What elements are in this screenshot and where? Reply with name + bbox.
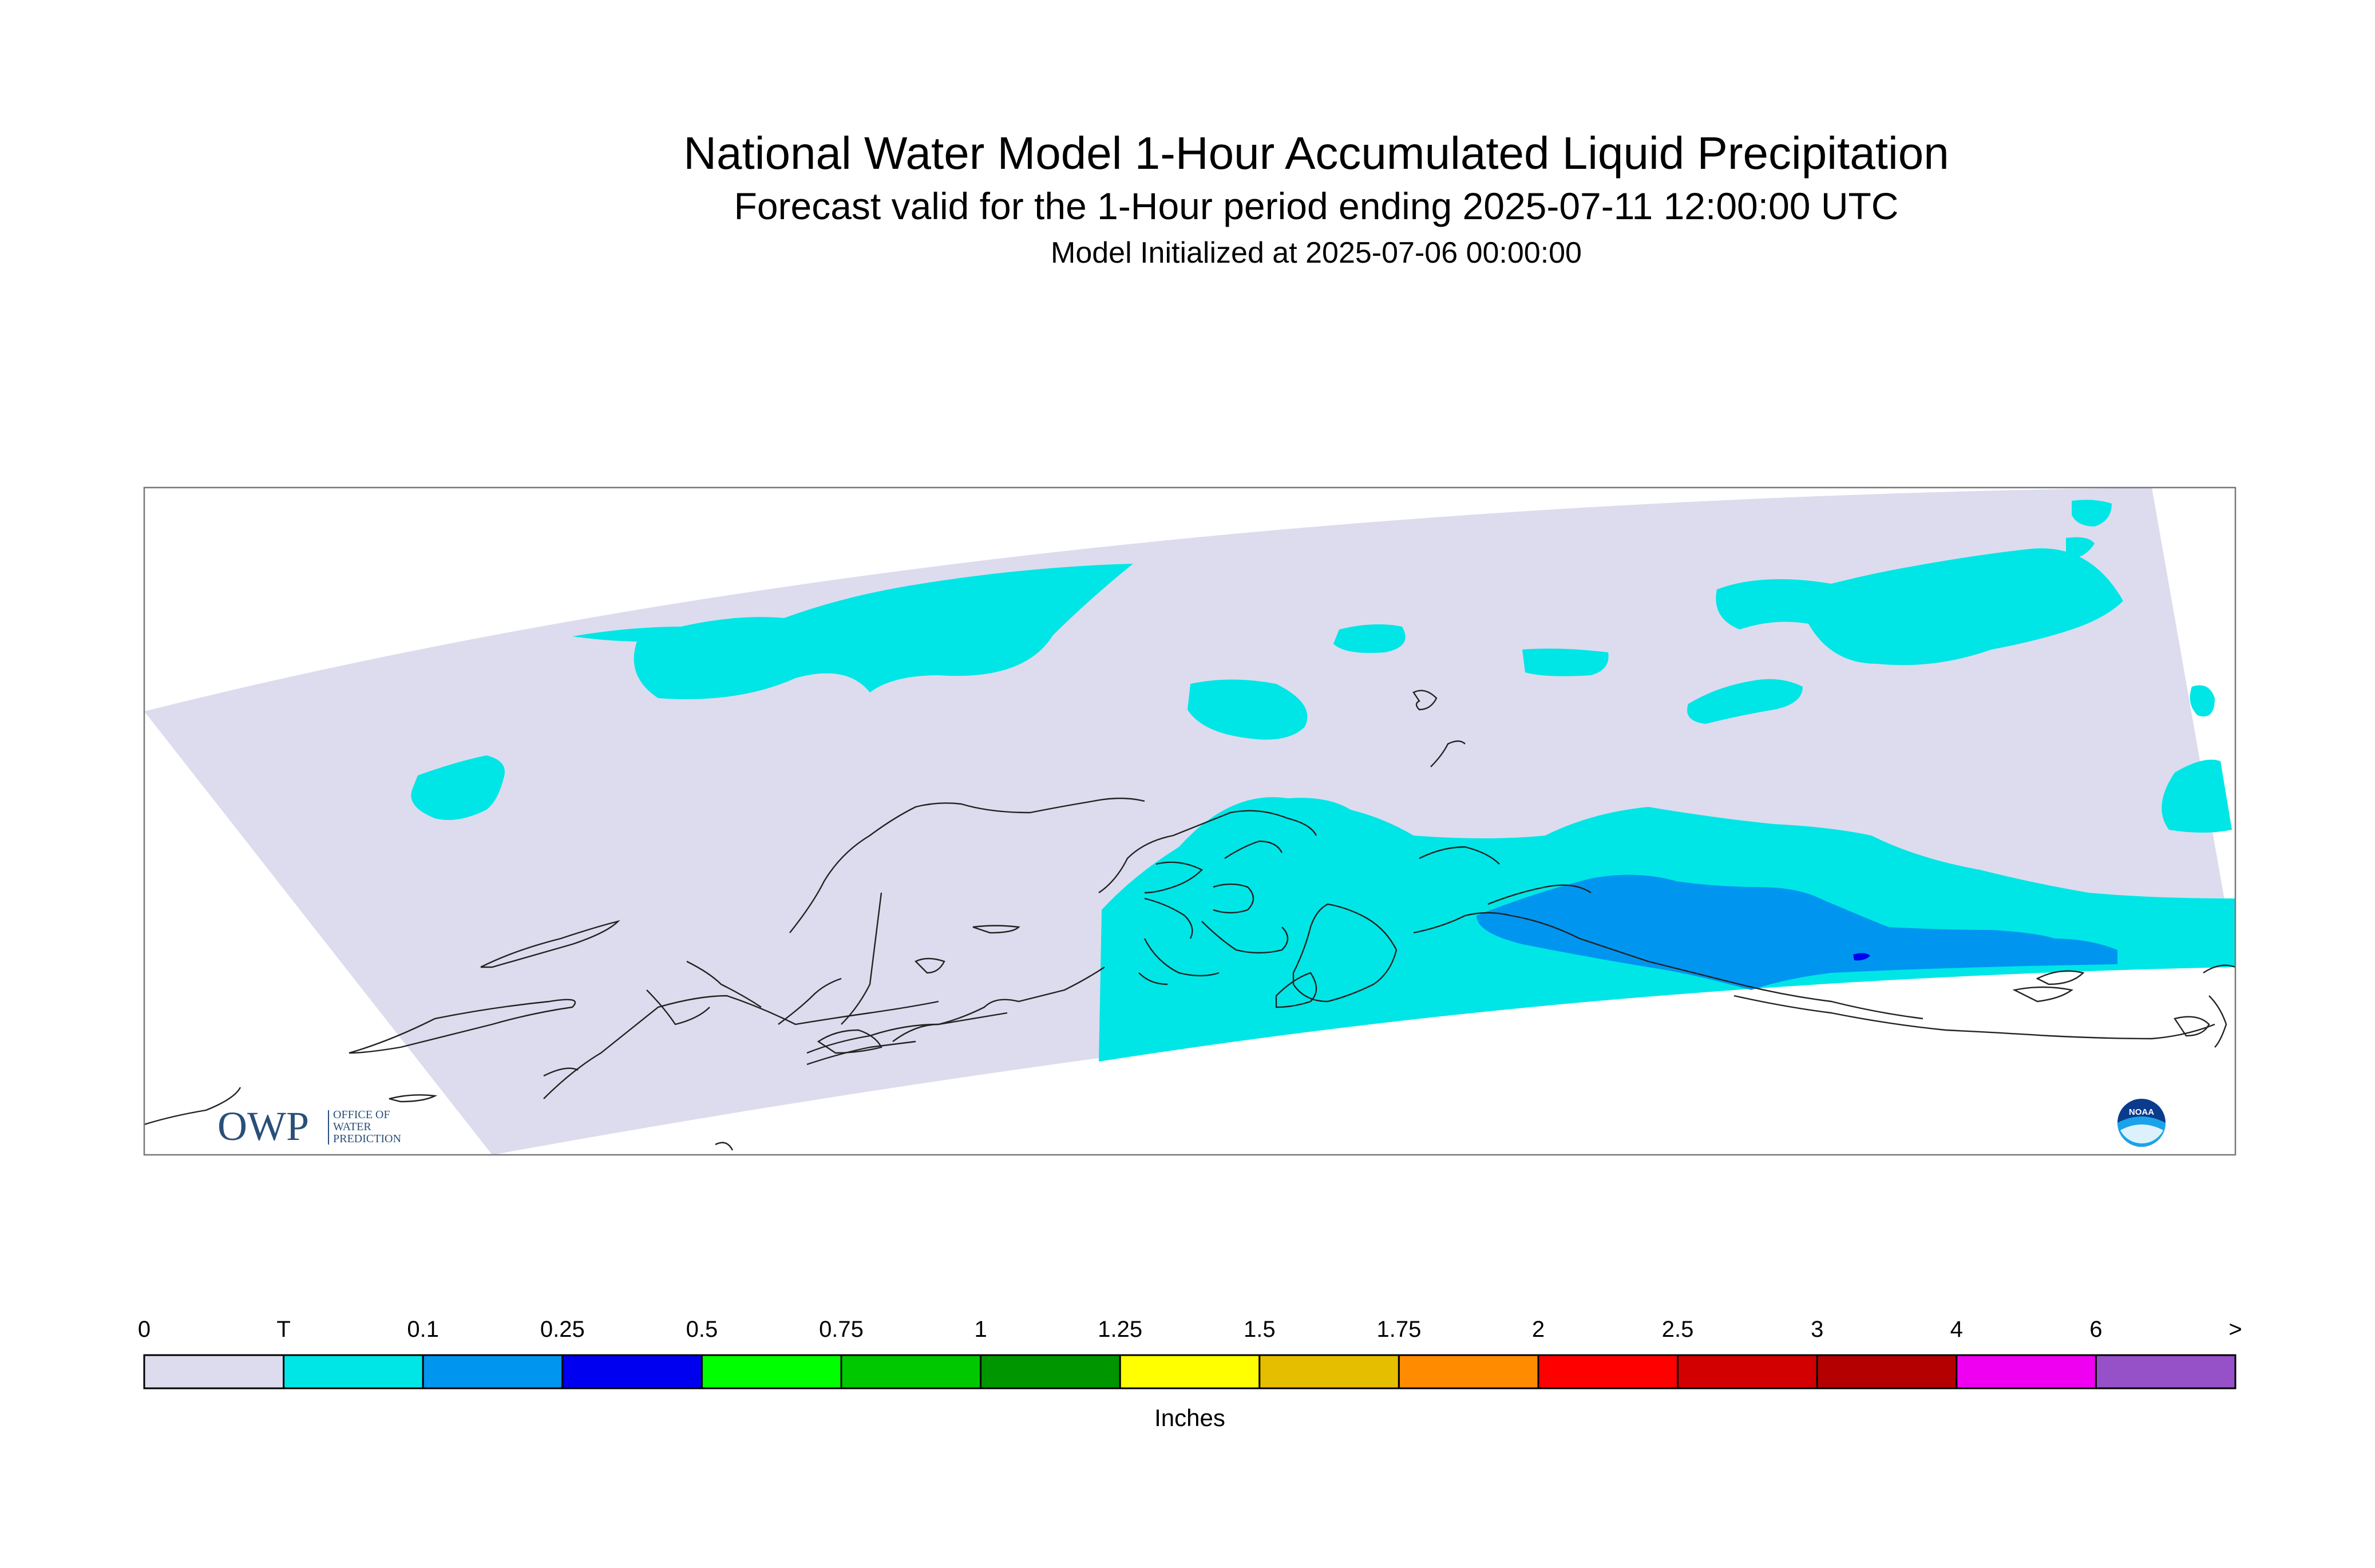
legend-border xyxy=(143,1354,2237,1389)
coastlines xyxy=(144,690,2235,1151)
legend-unit-label: Inches xyxy=(1154,1404,1225,1431)
legend-swatch xyxy=(561,1354,703,1389)
forecast-valid-subtitle: Forecast valid for the 1-Hour period end… xyxy=(734,185,1899,227)
legend-swatch xyxy=(1816,1354,1958,1389)
legend-swatch xyxy=(143,1354,285,1389)
legend-tick-label: 6 xyxy=(2089,1317,2102,1342)
map-title: National Water Model 1-Hour Accumulated … xyxy=(683,128,1949,179)
noaa-logo: NOAA xyxy=(2117,1099,2166,1147)
moderate-precip-spot xyxy=(1853,953,1870,961)
legend-swatch xyxy=(840,1354,982,1389)
legend-tick-label: T xyxy=(276,1317,290,1342)
legend-tick-label: 2 xyxy=(1532,1317,1545,1342)
legend-swatch xyxy=(1537,1354,1679,1389)
legend-swatch xyxy=(1119,1354,1261,1389)
light-precip-area xyxy=(1477,874,2117,990)
legend-tick-label: 0.75 xyxy=(819,1317,864,1342)
legend-swatch xyxy=(1398,1354,1539,1389)
legend-tick-label: 1 xyxy=(974,1317,987,1342)
owp-logo-text-3: PREDICTION xyxy=(333,1133,401,1145)
legend-tick-label: 0.25 xyxy=(540,1317,585,1342)
owp-logo-mark: OWP xyxy=(217,1103,309,1149)
legend-swatch xyxy=(980,1354,1121,1389)
map-content xyxy=(144,488,2235,1155)
legend-tick-label: 0.1 xyxy=(407,1317,439,1342)
model-init-subtitle: Model Initialized at 2025-07-06 00:00:00 xyxy=(1051,236,1582,270)
legend-swatch xyxy=(2095,1354,2237,1389)
legend-swatch xyxy=(1677,1354,1818,1389)
legend-tick-label: 1.5 xyxy=(1244,1317,1276,1342)
legend-swatch xyxy=(422,1354,564,1389)
legend-tick-label: 1.75 xyxy=(1376,1317,1421,1342)
legend-tick-label: 2.5 xyxy=(1662,1317,1694,1342)
noaa-logo-text: NOAA xyxy=(2129,1107,2154,1117)
legend-tick-label: > xyxy=(2228,1317,2242,1342)
legend-swatch xyxy=(700,1354,842,1389)
owp-logo-text-2: WATER xyxy=(333,1120,371,1133)
legend-swatch xyxy=(1956,1354,2097,1389)
legend-tick-label: 0 xyxy=(138,1317,151,1342)
owp-logo-text-1: OFFICE OF xyxy=(333,1108,390,1121)
legend-tick-label: 4 xyxy=(1950,1317,1963,1342)
legend-tick-label: 0.5 xyxy=(686,1317,718,1342)
legend-tick-label: 1.25 xyxy=(1098,1317,1142,1342)
map-frame xyxy=(143,486,2237,1156)
legend-tick-label: 3 xyxy=(1811,1317,1823,1342)
owp-logo: OWP OFFICE OF WATER PREDICTION xyxy=(217,1103,401,1149)
legend-swatch xyxy=(1258,1354,1400,1389)
legend-swatch xyxy=(283,1354,424,1389)
